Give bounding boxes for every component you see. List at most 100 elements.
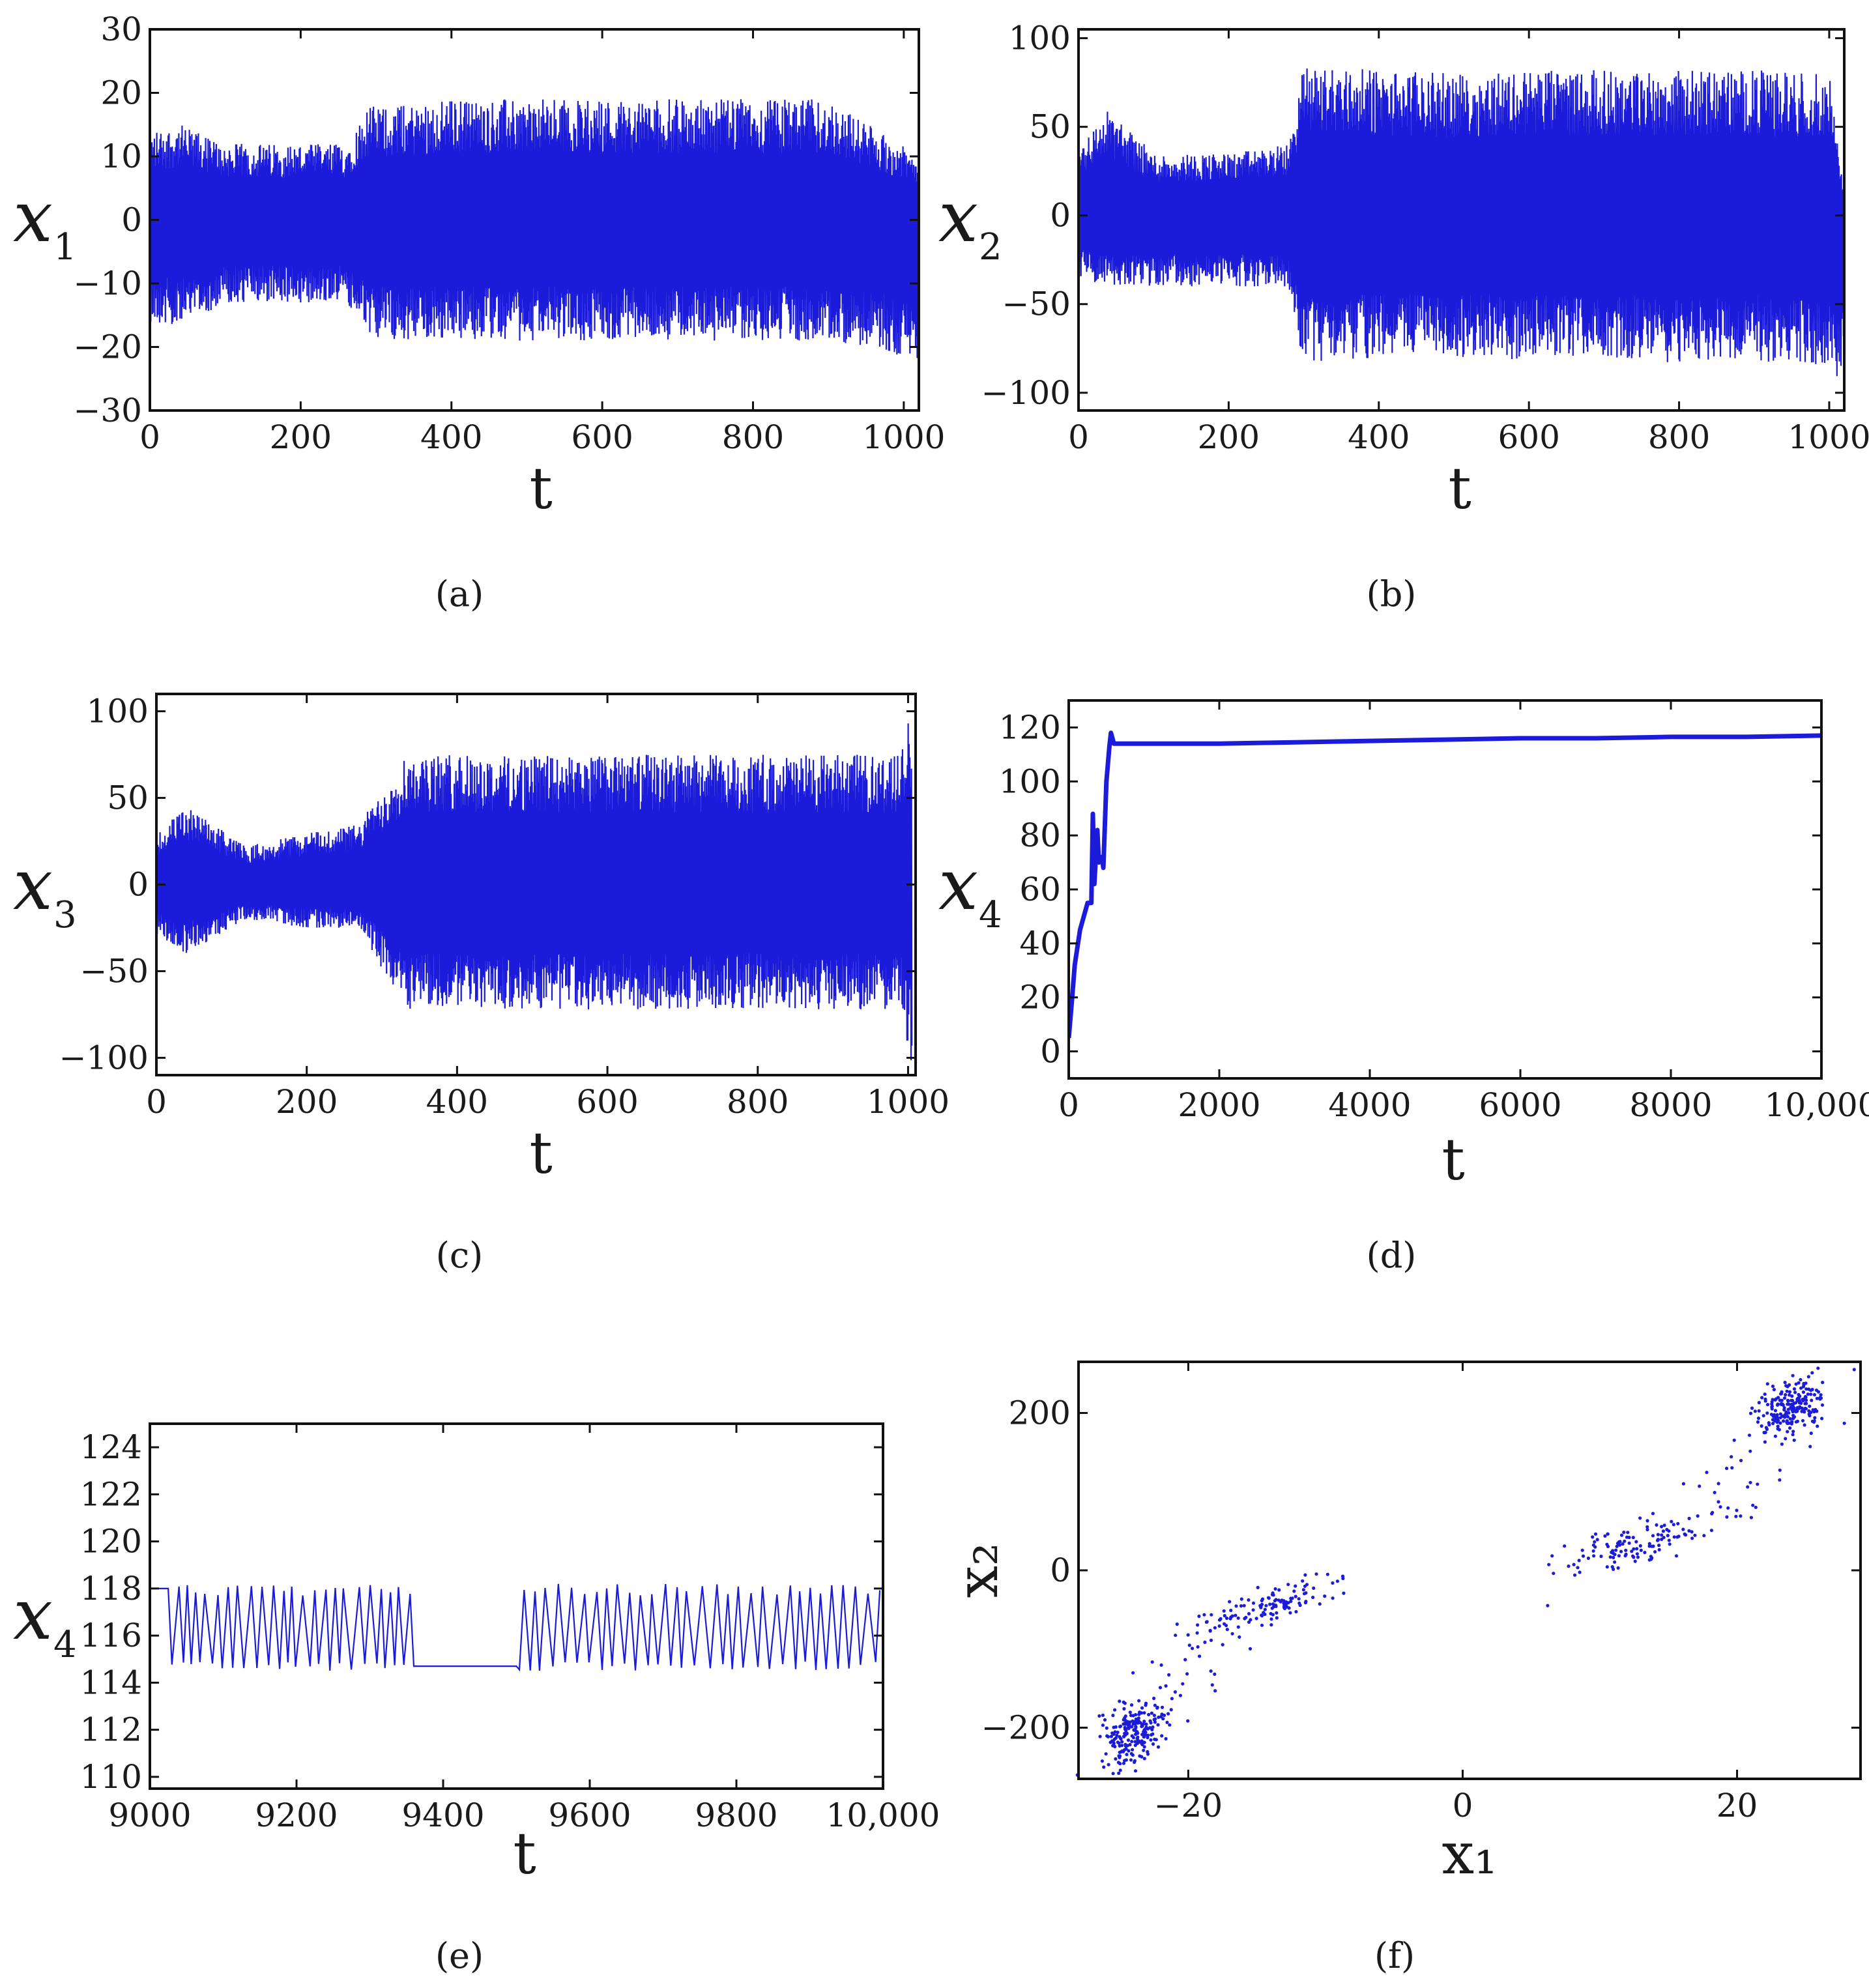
plot-frame (1077, 1361, 1862, 1780)
scatter-point (1186, 1633, 1190, 1637)
scatter-point (1118, 1699, 1122, 1703)
scatter-point (1146, 1736, 1150, 1740)
scatter-point (1133, 1743, 1137, 1748)
scatter-point (1776, 1396, 1780, 1400)
scatter-point (1133, 1769, 1138, 1773)
scatter-cluster (1681, 1438, 1782, 1518)
scatter-point (1129, 1758, 1133, 1762)
scatter-point (1820, 1417, 1824, 1420)
scatter-point (1687, 1529, 1691, 1533)
scatter-point (1101, 1723, 1105, 1727)
x-tick-label: 200 (276, 1083, 338, 1121)
scatter-point (1292, 1589, 1296, 1593)
scatter-point (1234, 1604, 1238, 1608)
scatter-point (1816, 1366, 1820, 1370)
scatter-point (1702, 1534, 1706, 1538)
scatter-point (1638, 1516, 1642, 1520)
scatter-point (1636, 1555, 1640, 1559)
scatter-point (1778, 1468, 1782, 1472)
scatter-point (1169, 1708, 1173, 1712)
scatter-point (1808, 1414, 1812, 1418)
scatter-point (1303, 1601, 1307, 1605)
scatter-point (1133, 1740, 1137, 1744)
scatter-point (1563, 1544, 1567, 1548)
scatter-point (1297, 1597, 1301, 1601)
panel-caption: (e) (435, 1935, 484, 1976)
scatter-point (1298, 1604, 1302, 1607)
x-tick-label: 9400 (401, 1796, 484, 1834)
scatter-point (1114, 1725, 1118, 1729)
scatter-point (1612, 1555, 1615, 1559)
scatter-point (1765, 1411, 1769, 1415)
scatter-point (1144, 1722, 1148, 1726)
scatter-point (1666, 1534, 1670, 1538)
scatter-point (1137, 1699, 1141, 1703)
scatter-point (1763, 1399, 1767, 1403)
scatter-point (1148, 1726, 1152, 1730)
scatter-point (1790, 1394, 1794, 1398)
scatter-point (1788, 1393, 1791, 1397)
scatter-point (1567, 1564, 1571, 1568)
y-tick-label: −30 (73, 392, 142, 429)
scatter-point (1140, 1722, 1144, 1726)
scatter-point (1274, 1598, 1278, 1602)
scatter-point (1615, 1544, 1619, 1548)
scatter-point (1806, 1392, 1810, 1396)
scatter-point (1753, 1409, 1757, 1413)
scatter-point (1763, 1392, 1767, 1396)
scatter-point (1791, 1416, 1795, 1420)
scatter-point (1773, 1398, 1777, 1402)
scatter-point (1102, 1765, 1106, 1769)
scatter-point (1734, 1514, 1738, 1518)
scatter-point (1782, 1419, 1786, 1423)
scatter-point (1122, 1707, 1126, 1711)
scatter-point (1593, 1540, 1597, 1544)
scatter-point (1151, 1742, 1155, 1746)
scatter-point (1581, 1554, 1586, 1558)
scatter-cluster (1131, 1597, 1253, 1697)
scatter-point (1104, 1752, 1108, 1756)
scatter-point (1260, 1598, 1264, 1603)
scatter-point (1747, 1433, 1752, 1437)
scatter-point (1144, 1701, 1148, 1705)
scatter-point (1725, 1515, 1729, 1519)
scatter-point (1605, 1565, 1609, 1569)
scatter-point (1125, 1720, 1129, 1723)
chart-panel-e: 9000 9200 9400 9600 9800 10,000 110 112 114 116 11… (13, 1422, 940, 1976)
scatter-point (1196, 1623, 1200, 1627)
x-tick-label: 1000 (1788, 418, 1869, 456)
scatter-point (1813, 1416, 1817, 1420)
scatter-point (1610, 1550, 1614, 1554)
scatter-point (1303, 1573, 1307, 1577)
scatter-point (1274, 1604, 1278, 1608)
scatter-point (1790, 1407, 1794, 1412)
scatter-point (1778, 1421, 1782, 1425)
scatter-point (1801, 1385, 1805, 1389)
y-tick-label: 20 (100, 74, 142, 112)
scatter-point (1154, 1738, 1158, 1742)
scatter-point (1578, 1570, 1582, 1574)
scatter-point (1113, 1730, 1117, 1734)
scatter-point (1130, 1740, 1134, 1744)
scatter-point (1294, 1609, 1298, 1614)
scatter-point (1239, 1597, 1243, 1601)
scatter-point (1650, 1544, 1654, 1548)
scatter-point (1213, 1689, 1217, 1693)
x-tick-label: −20 (1154, 1787, 1223, 1824)
scatter-point (1726, 1506, 1730, 1510)
scatter-point (1153, 1720, 1157, 1724)
scatter-point (1788, 1421, 1792, 1425)
chart-panel-c: 0 200 400 600 800 1000 −100 −50 0 50 100 x 3 t (c) (13, 693, 949, 1276)
y-tick-label: 20 (1019, 979, 1061, 1016)
scatter-point (1762, 1431, 1766, 1435)
scatter-point (1676, 1521, 1680, 1525)
scatter-point (1662, 1523, 1666, 1527)
y-tick-label: 0 (128, 866, 149, 904)
x-tick-label: 6000 (1479, 1086, 1561, 1124)
scatter-point (1118, 1744, 1122, 1748)
scatter-point (1674, 1554, 1679, 1558)
x-tick-label: 600 (571, 418, 633, 456)
x-tick-label: 800 (1648, 418, 1710, 456)
scatter-point (1795, 1409, 1799, 1413)
scatter-point (1111, 1772, 1115, 1776)
